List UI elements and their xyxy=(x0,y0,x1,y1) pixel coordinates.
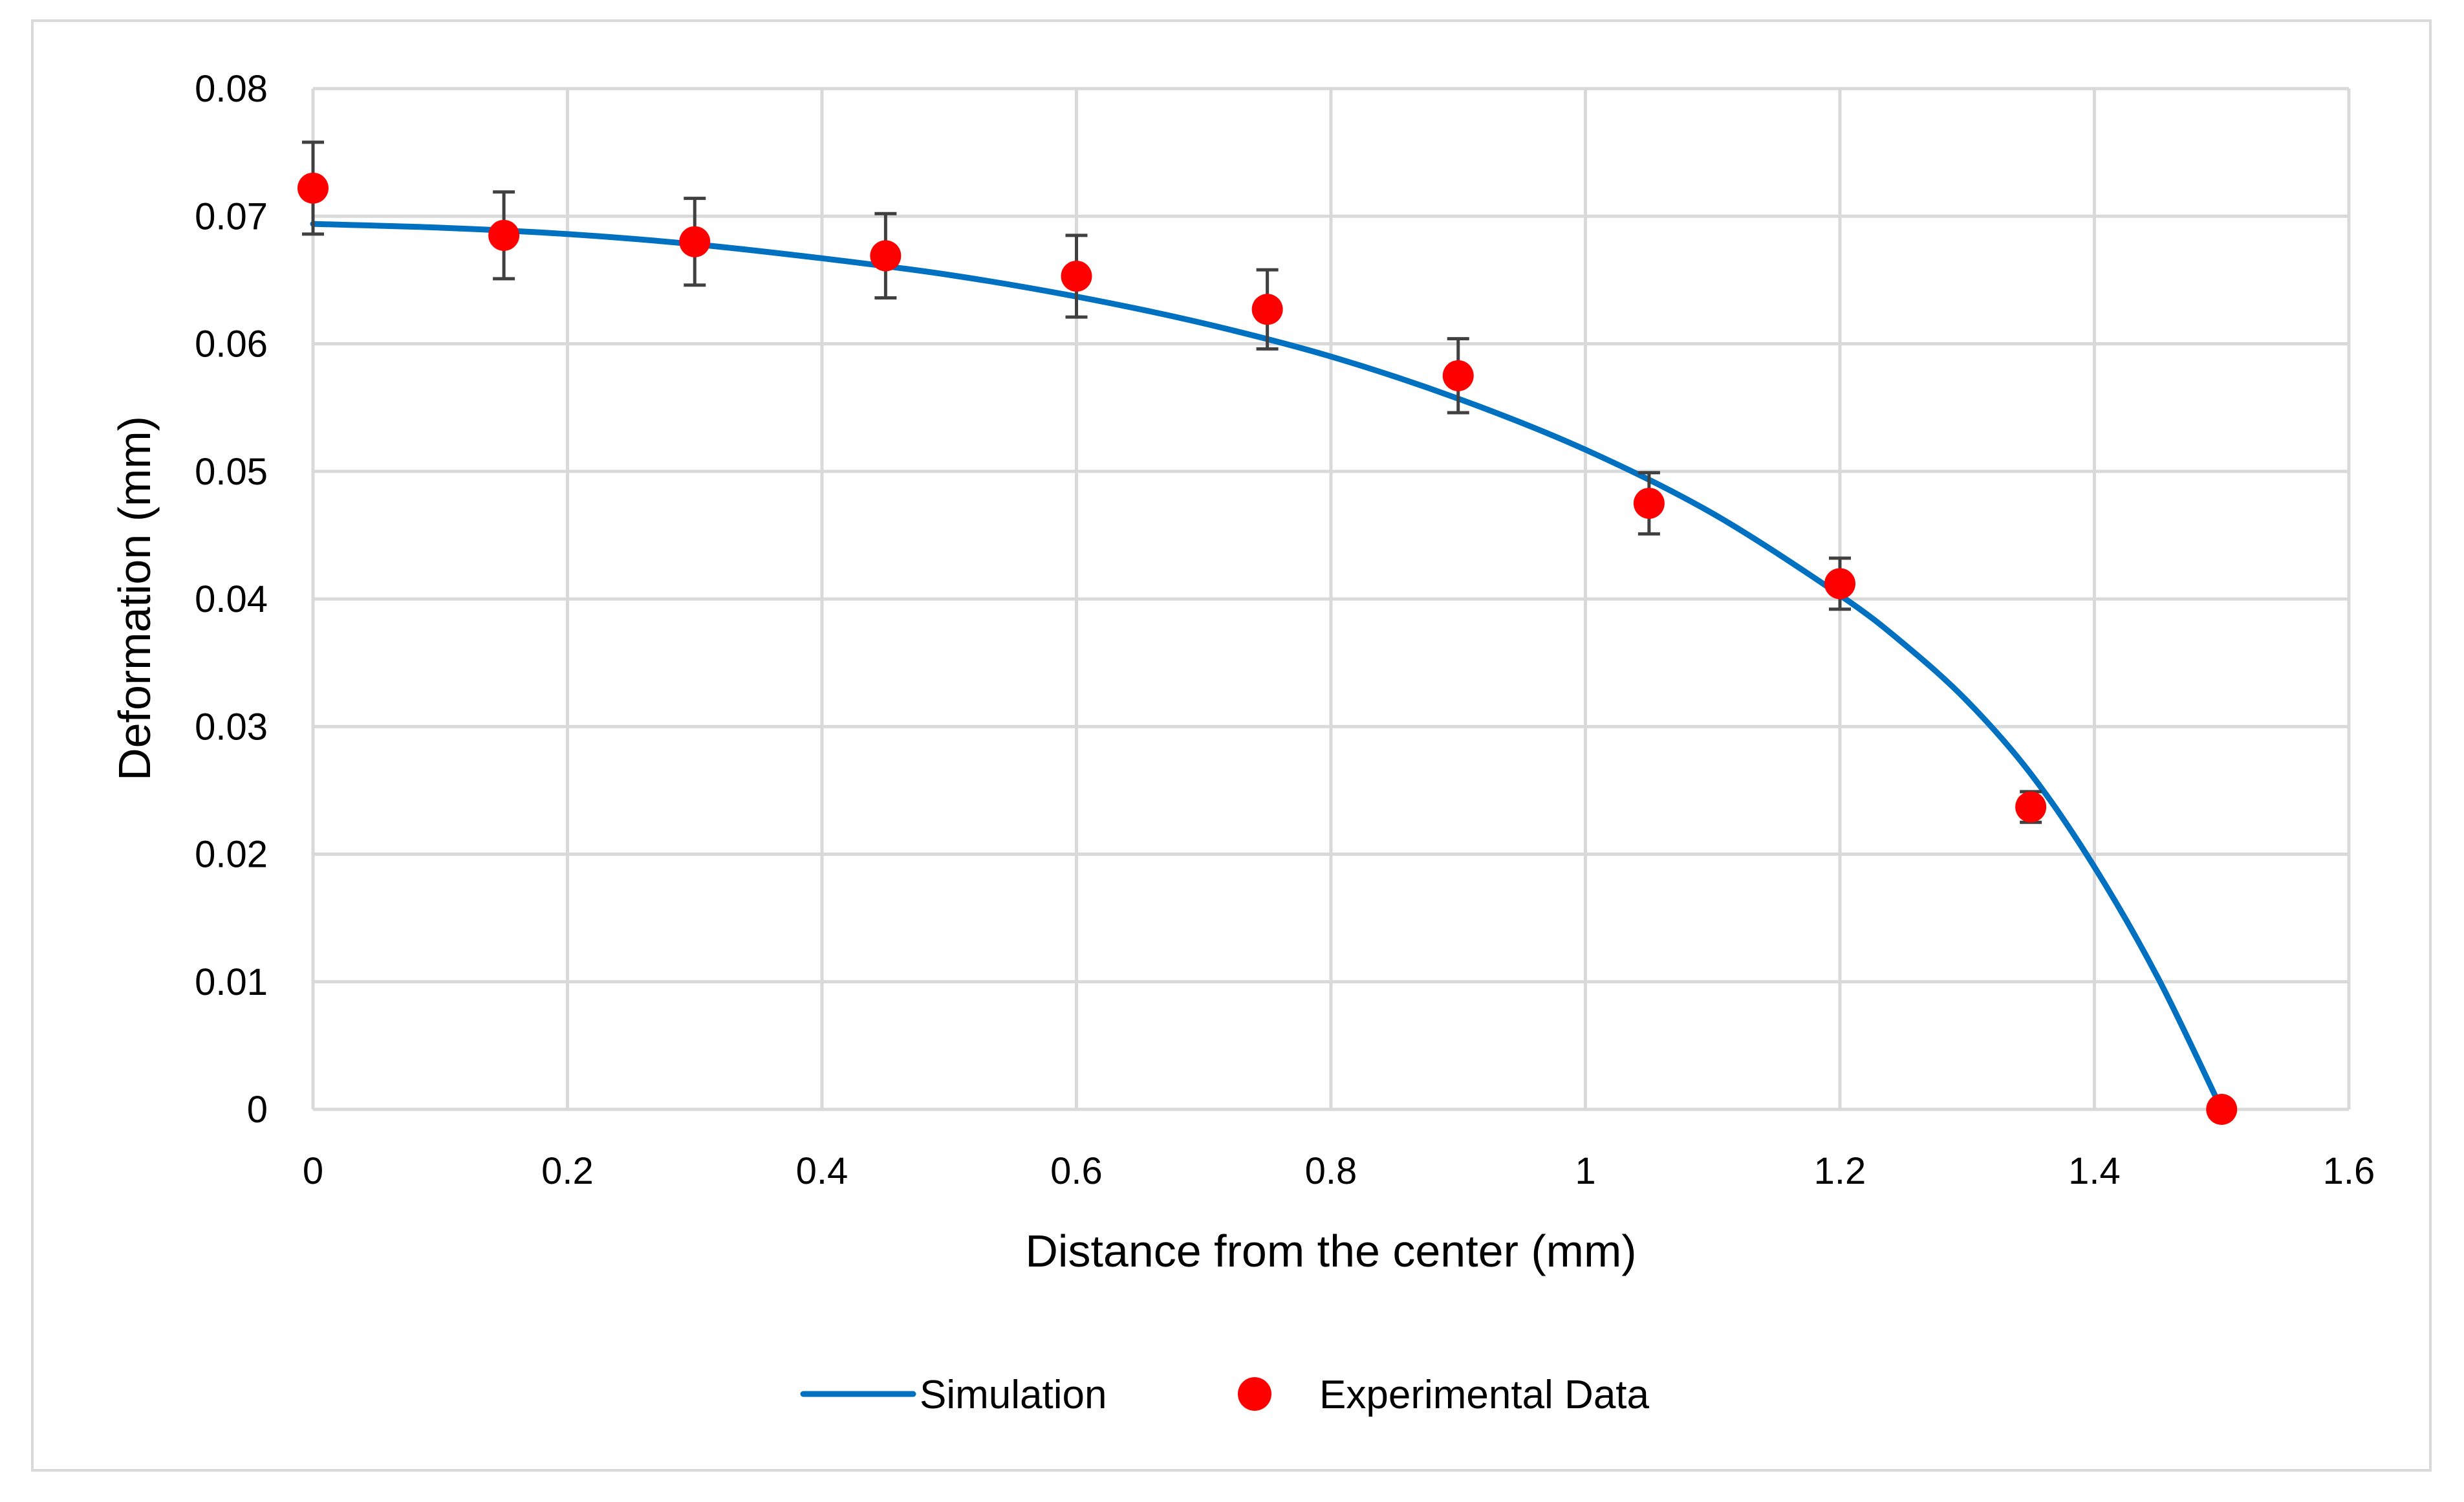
y-tick-label: 0.02 xyxy=(195,834,268,876)
x-tick-label: 0 xyxy=(303,1150,323,1192)
legend-simulation-label: Simulation xyxy=(920,1373,1107,1417)
legend-experimental-swatch xyxy=(1238,1377,1271,1411)
y-tick-labels: 0 0.01 0.02 0.03 0.04 0.05 0.06 0.07 0.08 xyxy=(195,68,268,1131)
x-axis-title: Distance from the center (mm) xyxy=(1025,1226,1636,1276)
experimental-point xyxy=(1442,360,1474,391)
legend: Simulation Experimental Data xyxy=(800,1373,1650,1417)
x-tick-label: 1.2 xyxy=(1814,1150,1866,1192)
experimental-point xyxy=(488,219,520,251)
experimental-point xyxy=(1633,488,1665,519)
experimental-point xyxy=(297,172,329,204)
experimental-point xyxy=(1824,568,1855,600)
x-tick-label: 1 xyxy=(1575,1150,1595,1192)
y-tick-label: 0.07 xyxy=(195,195,268,237)
axes xyxy=(311,89,2349,1111)
x-tick-label: 0.8 xyxy=(1305,1150,1357,1192)
experimental-point xyxy=(679,226,711,257)
simulation-series xyxy=(310,221,2225,1113)
x-tick-label: 0.6 xyxy=(1050,1150,1103,1192)
error-bars xyxy=(302,140,2042,824)
y-tick-label: 0.08 xyxy=(195,68,268,110)
experimental-point xyxy=(1061,260,1092,292)
chart-frame xyxy=(31,19,2432,1472)
y-tick-label: 0.03 xyxy=(195,706,268,748)
simulation-line xyxy=(310,221,2225,1113)
experimental-point xyxy=(2015,791,2047,823)
legend-experimental-label: Experimental Data xyxy=(1319,1373,1650,1417)
x-tick-labels: 0 0.2 0.4 0.6 0.8 1 1.2 1.4 1.6 xyxy=(303,1150,2375,1192)
y-tick-label: 0.05 xyxy=(195,451,268,493)
grid-lines xyxy=(313,87,2351,1109)
experimental-series xyxy=(297,172,2238,1125)
y-axis-title: Deformation (mm) xyxy=(109,416,160,781)
x-tick-label: 1.4 xyxy=(2068,1150,2121,1192)
x-tick-label: 1.6 xyxy=(2323,1150,2375,1192)
x-tick-label: 0.2 xyxy=(541,1150,594,1192)
experimental-point xyxy=(2206,1094,2238,1125)
y-tick-label: 0.01 xyxy=(195,961,268,1003)
experimental-point xyxy=(1251,294,1283,325)
experimental-point xyxy=(870,240,902,272)
y-tick-label: 0.06 xyxy=(195,323,268,365)
y-tick-label: 0 xyxy=(247,1089,268,1131)
y-tick-label: 0.04 xyxy=(195,578,268,620)
x-tick-label: 0.4 xyxy=(796,1150,848,1192)
